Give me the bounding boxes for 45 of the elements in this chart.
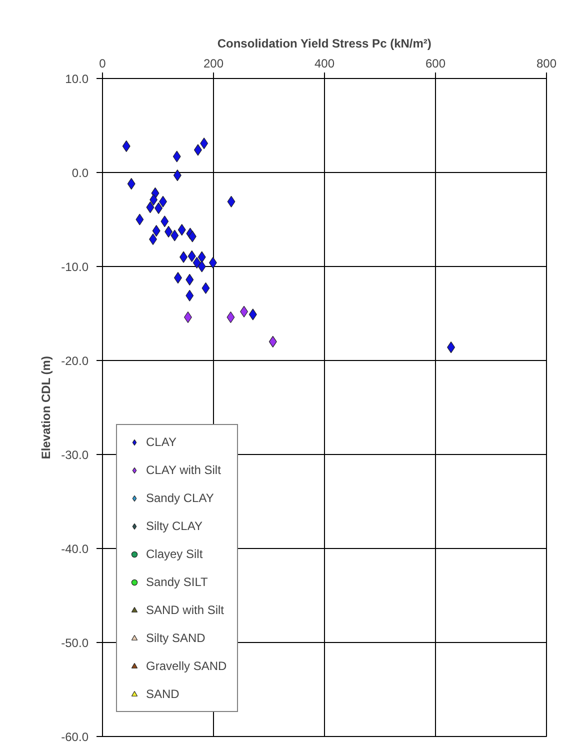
point [268, 336, 277, 348]
legend-label: Silty CLAY [146, 519, 202, 533]
y-tick-label: -50.0 [61, 636, 89, 650]
point [447, 342, 456, 354]
point [136, 214, 144, 226]
legend-label: Silty SAND [146, 631, 206, 645]
legend-label: Sandy CLAY [146, 491, 214, 505]
legend-label: SAND [146, 687, 180, 701]
point [202, 282, 210, 294]
point [188, 230, 196, 242]
point [200, 138, 208, 150]
y-tick-label: 0.0 [72, 166, 89, 180]
point [172, 150, 181, 162]
legend-label: Clayey Silt [146, 547, 203, 561]
point [188, 250, 196, 262]
point [170, 230, 179, 242]
y-axis-title: Elevation CDL (m) [39, 356, 54, 460]
point [178, 224, 186, 236]
x-tick-label: 600 [425, 56, 446, 70]
x-tick-label: 400 [314, 56, 335, 70]
y-tick-label: -10.0 [61, 260, 89, 274]
legend-label: Sandy SILT [146, 575, 208, 589]
x-tick-label: 200 [203, 56, 224, 70]
legend-label: CLAY with Silt [146, 463, 221, 477]
point [186, 290, 194, 302]
y-tick-label: -40.0 [61, 542, 89, 556]
point [194, 144, 202, 156]
legend-label: Gravelly SAND [146, 659, 227, 673]
y-tick-label: -60.0 [61, 730, 89, 744]
x-tick-label: 800 [536, 56, 557, 70]
x-axis-title: Consolidation Yield Stress Pc (kN/m²) [217, 36, 432, 50]
point [122, 140, 130, 152]
y-tick-label: -20.0 [61, 354, 89, 368]
point [186, 274, 194, 286]
legend-label: CLAY [146, 435, 176, 449]
point [198, 260, 206, 272]
point [198, 251, 206, 263]
point [248, 308, 257, 320]
point [227, 196, 236, 208]
point [173, 170, 182, 182]
x-tick-label: 0 [99, 56, 106, 70]
point [160, 216, 169, 228]
y-tick-label: -30.0 [61, 448, 89, 462]
legend-label: SAND with Silt [146, 603, 224, 617]
y-tick-label: 10.0 [65, 72, 89, 86]
